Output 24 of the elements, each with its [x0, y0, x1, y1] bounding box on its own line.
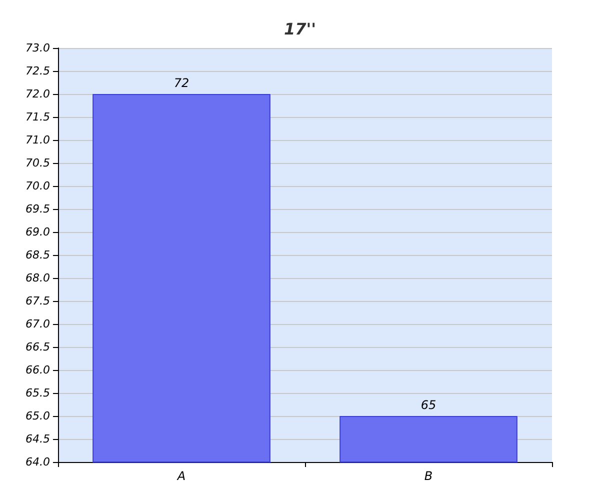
chart-title: 17'': [284, 20, 316, 38]
y-tick-label: 68.5: [26, 248, 50, 262]
y-tick-label: 71.0: [26, 134, 50, 146]
y-tick-label: 64.0: [26, 456, 50, 468]
y-tick-label: 72.0: [26, 88, 50, 100]
y-tick-label: 72.5: [26, 64, 50, 78]
y-tick-label: 65.5: [26, 386, 50, 400]
y-tick-label: 67.0: [26, 318, 50, 330]
y-tick-label: 70.5: [26, 156, 50, 170]
y-tick-label: 64.5: [26, 432, 50, 446]
y-tick-label: 69.0: [26, 226, 50, 238]
y-tick-label: 73.0: [26, 42, 50, 54]
y-tick-label: 69.5: [26, 202, 50, 216]
data-label: 65: [420, 398, 436, 412]
y-tick-label: 66.5: [26, 340, 50, 354]
y-tick-label: 65.0: [26, 410, 50, 422]
y-tick-label: 67.5: [26, 294, 50, 308]
y-tick-label: 68.0: [26, 272, 50, 284]
y-tick-label: 66.0: [26, 364, 50, 376]
y-tick-label: 71.5: [26, 110, 50, 124]
data-label: 72: [174, 76, 190, 90]
x-tick-label: A: [176, 469, 186, 483]
y-tick-label: 70.0: [26, 180, 50, 192]
x-tick-label: B: [424, 469, 433, 483]
